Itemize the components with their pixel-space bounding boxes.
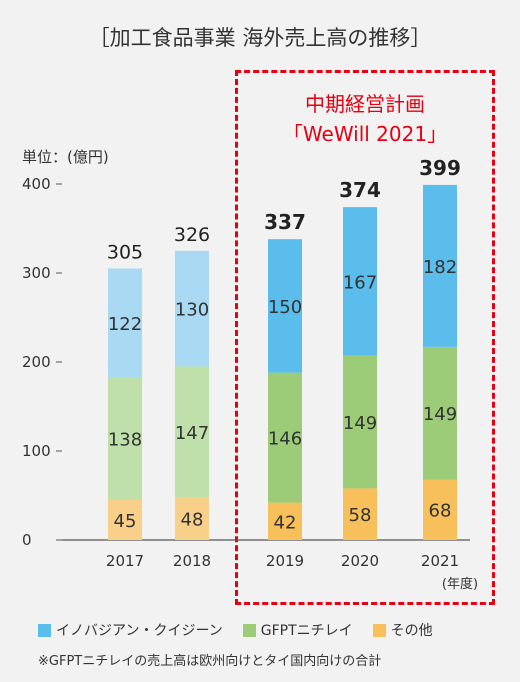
x-tick-label: 2017	[106, 552, 144, 570]
segment-value-label: 45	[114, 511, 137, 532]
footnote: ※GFPTニチレイの売上高は欧州向けとタイ国内向けの合計	[38, 654, 382, 669]
bar-segment	[268, 372, 302, 503]
legend-item: GFPTニチレイ	[242, 620, 353, 640]
total-value-label: 326	[174, 224, 210, 246]
total-value-label: 399	[419, 156, 461, 180]
bar-segment	[268, 502, 302, 540]
y-tick-label: 100	[22, 442, 51, 460]
bar-segment	[423, 184, 457, 347]
x-tick-label: 2018	[173, 552, 211, 570]
legend-label: GFPTニチレイ	[260, 623, 353, 639]
segment-value-label: 146	[268, 429, 302, 450]
segment-value-label: 130	[175, 300, 209, 321]
legend-swatch	[242, 623, 256, 637]
bar-segment	[423, 479, 457, 540]
segment-value-label: 68	[429, 501, 452, 522]
total-value-label: 374	[339, 178, 381, 202]
y-tick-label: 0	[22, 531, 32, 549]
x-tick-label: 2019	[266, 552, 304, 570]
x-tick-label: 2021	[421, 552, 459, 570]
segment-value-label: 150	[268, 297, 302, 318]
segment-value-label: 167	[343, 272, 377, 293]
segment-value-label: 149	[343, 413, 377, 434]
legend-item: その他	[372, 620, 433, 640]
segment-value-label: 147	[175, 423, 209, 444]
segment-value-label: 138	[108, 430, 142, 451]
unit-label: 単位：(億円)	[22, 148, 109, 166]
plan-highlight-box	[235, 70, 495, 605]
bar-segment	[268, 239, 302, 373]
y-tick-label: 400	[22, 175, 51, 193]
y-tick-label: 200	[22, 353, 51, 371]
segment-value-label: 48	[181, 510, 204, 531]
total-value-label: 305	[107, 242, 143, 264]
bar-segment	[175, 497, 209, 540]
bar-segment	[108, 499, 142, 540]
bar-segment	[175, 250, 209, 367]
bar-segment	[175, 366, 209, 498]
legend-label: その他	[390, 623, 433, 639]
y-tick-label: 300	[22, 264, 51, 282]
bar-segment	[108, 377, 142, 500]
segment-value-label: 122	[108, 314, 142, 335]
chart-title: ［加工食品事業 海外売上高の推移］	[88, 26, 432, 50]
bar-segment	[423, 346, 457, 480]
legend-item: イノバジアン・クイジーン	[38, 620, 223, 640]
legend-swatch	[372, 623, 386, 637]
legend-label: イノバジアン・クイジーン	[56, 623, 223, 639]
bar-segment	[343, 488, 377, 540]
year-unit-label: (年度)	[442, 576, 478, 592]
segment-value-label: 58	[349, 505, 372, 526]
segment-value-label: 42	[274, 512, 297, 533]
bar-segment	[343, 207, 377, 356]
legend: イノバジアン・クイジーン GFPTニチレイ その他	[38, 620, 453, 640]
bar-segment	[343, 355, 377, 489]
segment-value-label: 182	[423, 257, 457, 278]
legend-swatch	[38, 623, 51, 637]
bar-segment	[108, 268, 142, 378]
segment-value-label: 149	[423, 404, 457, 425]
plan-title: 中期経営計画	[305, 92, 425, 116]
x-tick-label: 2020	[341, 552, 379, 570]
plan-subtitle: 「WeWill 2021」	[282, 122, 448, 146]
total-value-label: 337	[264, 210, 306, 234]
